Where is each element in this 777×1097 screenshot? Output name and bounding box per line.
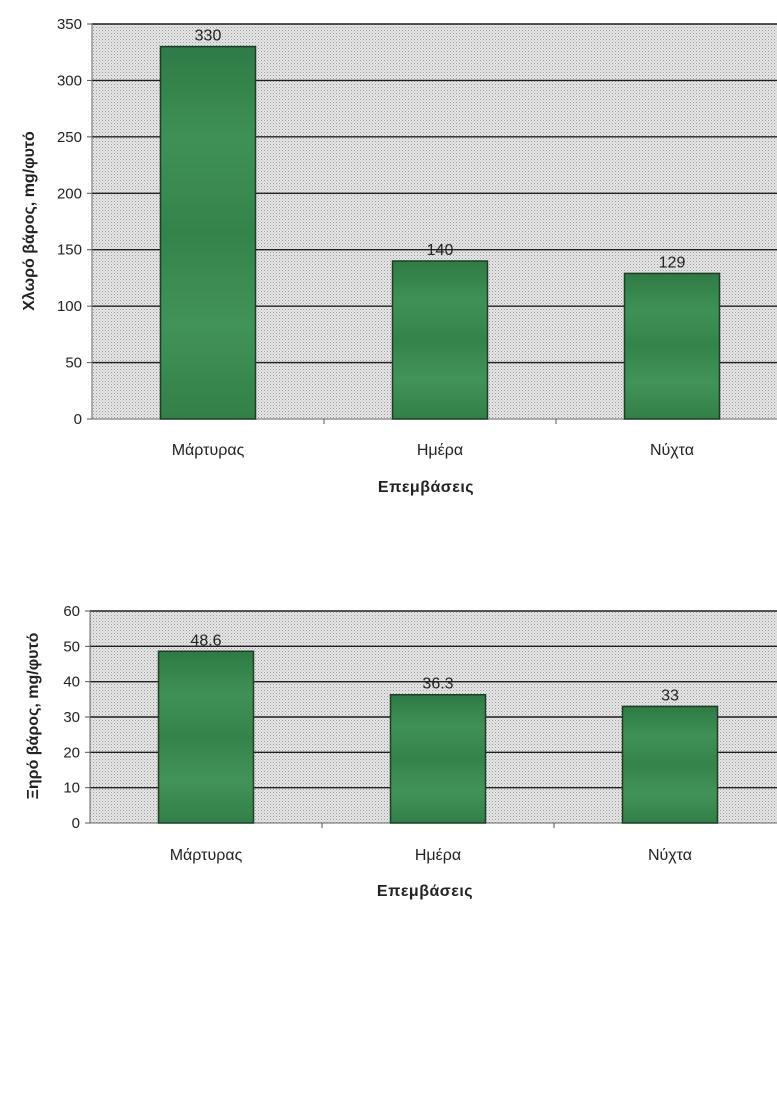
data-label: 36.3 bbox=[422, 676, 453, 693]
y-tick-label: 0 bbox=[74, 411, 82, 428]
x-axis-title: Επεμβάσεις bbox=[377, 883, 473, 900]
y-tick-label: 0 bbox=[72, 815, 80, 832]
x-tick-label: Νύχτα bbox=[648, 847, 692, 864]
y-tick-label: 50 bbox=[65, 355, 82, 372]
y-tick-label: 100 bbox=[57, 298, 82, 315]
bar-chart-1: 0 50 100 150 200 250 300 350 330 Μάρτυρας 140 Ημέρα… bbox=[21, 16, 777, 496]
x-tick-label: Νύχτα bbox=[650, 442, 694, 459]
y-tick-label: 300 bbox=[57, 72, 82, 89]
y-tick-label: 30 bbox=[63, 709, 80, 726]
y-tick-label: 20 bbox=[63, 744, 80, 761]
y-tick-label: 40 bbox=[63, 674, 80, 691]
bar bbox=[621, 705, 719, 824]
data-label: 33 bbox=[661, 687, 679, 704]
y-axis-title: Χλωρό βάρος, mg/φυτό bbox=[21, 131, 38, 311]
y-tick-label: 150 bbox=[57, 242, 82, 259]
bar-chart-2: 0 10 20 30 40 50 60 48.6 Μάρτυρας 36.3 Ημέρα 33 Νύχτ… bbox=[25, 603, 777, 900]
data-label: 140 bbox=[427, 242, 454, 259]
bar bbox=[157, 650, 255, 824]
bar bbox=[159, 45, 257, 420]
bar bbox=[391, 260, 489, 420]
data-label: 129 bbox=[659, 254, 686, 271]
y-tick-label: 200 bbox=[57, 185, 82, 202]
data-label: 48.6 bbox=[190, 632, 221, 649]
x-axis-title: Επεμβάσεις bbox=[378, 479, 474, 496]
data-label: 330 bbox=[195, 28, 222, 45]
x-tick-label: Μάρτυρας bbox=[172, 442, 245, 459]
bar bbox=[389, 693, 487, 824]
x-tick-label: Ημέρα bbox=[415, 847, 461, 864]
bar bbox=[623, 272, 721, 420]
y-axis-title: Ξηρό βάρος, mg/φυτό bbox=[25, 632, 42, 799]
x-tick-label: Ημέρα bbox=[417, 442, 463, 459]
y-tick-label: 50 bbox=[63, 638, 80, 655]
y-tick-label: 60 bbox=[63, 603, 80, 620]
y-tick-label: 250 bbox=[57, 129, 82, 146]
x-tick-label: Μάρτυρας bbox=[170, 847, 243, 864]
y-tick-label: 10 bbox=[63, 780, 80, 797]
y-tick-label: 350 bbox=[57, 16, 82, 33]
